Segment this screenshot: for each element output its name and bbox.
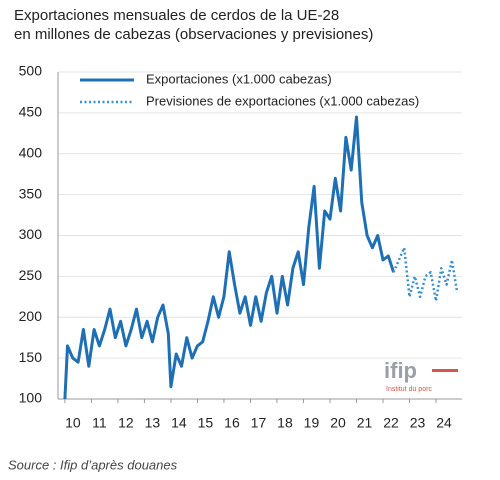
x-tick-label: 21 bbox=[357, 415, 373, 431]
y-tick-label: 400 bbox=[19, 144, 43, 160]
y-tick-label: 350 bbox=[19, 185, 43, 201]
x-tick-label: 23 bbox=[410, 415, 426, 431]
y-tick-label: 500 bbox=[19, 63, 43, 79]
x-tick-label: 19 bbox=[304, 415, 320, 431]
logo-bar bbox=[432, 369, 458, 372]
legend: Exportaciones (x1.000 cabezas) Previsione… bbox=[80, 71, 419, 108]
y-tick-label: 150 bbox=[19, 349, 43, 365]
source: Source : Ifip d’après douanes bbox=[8, 457, 178, 472]
x-tick-label: 18 bbox=[277, 415, 293, 431]
x-tick-label: 22 bbox=[383, 415, 399, 431]
y-tick-label: 300 bbox=[19, 226, 43, 242]
x-tick-label: 20 bbox=[330, 415, 346, 431]
legend-label: Exportaciones (x1.000 cabezas) bbox=[146, 71, 332, 86]
x-tick-label: 10 bbox=[65, 415, 81, 431]
logo: ifip bbox=[384, 358, 417, 383]
logo-tagline: Institut du porc bbox=[386, 386, 432, 393]
x-tick-label: 14 bbox=[171, 415, 187, 431]
y-tick-label: 100 bbox=[19, 390, 43, 406]
chart-subtitle: en millones de cabezas (observaciones y … bbox=[14, 26, 373, 43]
chart-title: Exportaciones mensuales de cerdos de la … bbox=[14, 7, 339, 24]
y-tick-label: 250 bbox=[19, 267, 43, 283]
series-line bbox=[63, 115, 396, 400]
y-tick-label: 450 bbox=[19, 104, 43, 120]
plot: 100 150 200 250 300 350 400 450 500 10 11 12 13 14 15 1… bbox=[19, 63, 462, 431]
x-tick-label: 12 bbox=[118, 415, 134, 431]
series-line bbox=[392, 246, 459, 303]
x-tick-label: 16 bbox=[224, 415, 240, 431]
x-tick-label: 15 bbox=[198, 415, 214, 431]
legend-label: Previsiones de exportaciones (x1.000 cab… bbox=[146, 93, 419, 108]
y-tick-label: 200 bbox=[19, 308, 43, 324]
x-tick-label: 17 bbox=[251, 415, 267, 431]
x-tick-label: 24 bbox=[436, 415, 452, 431]
x-tick-label: 11 bbox=[92, 415, 107, 431]
x-tick-label: 13 bbox=[145, 415, 161, 431]
